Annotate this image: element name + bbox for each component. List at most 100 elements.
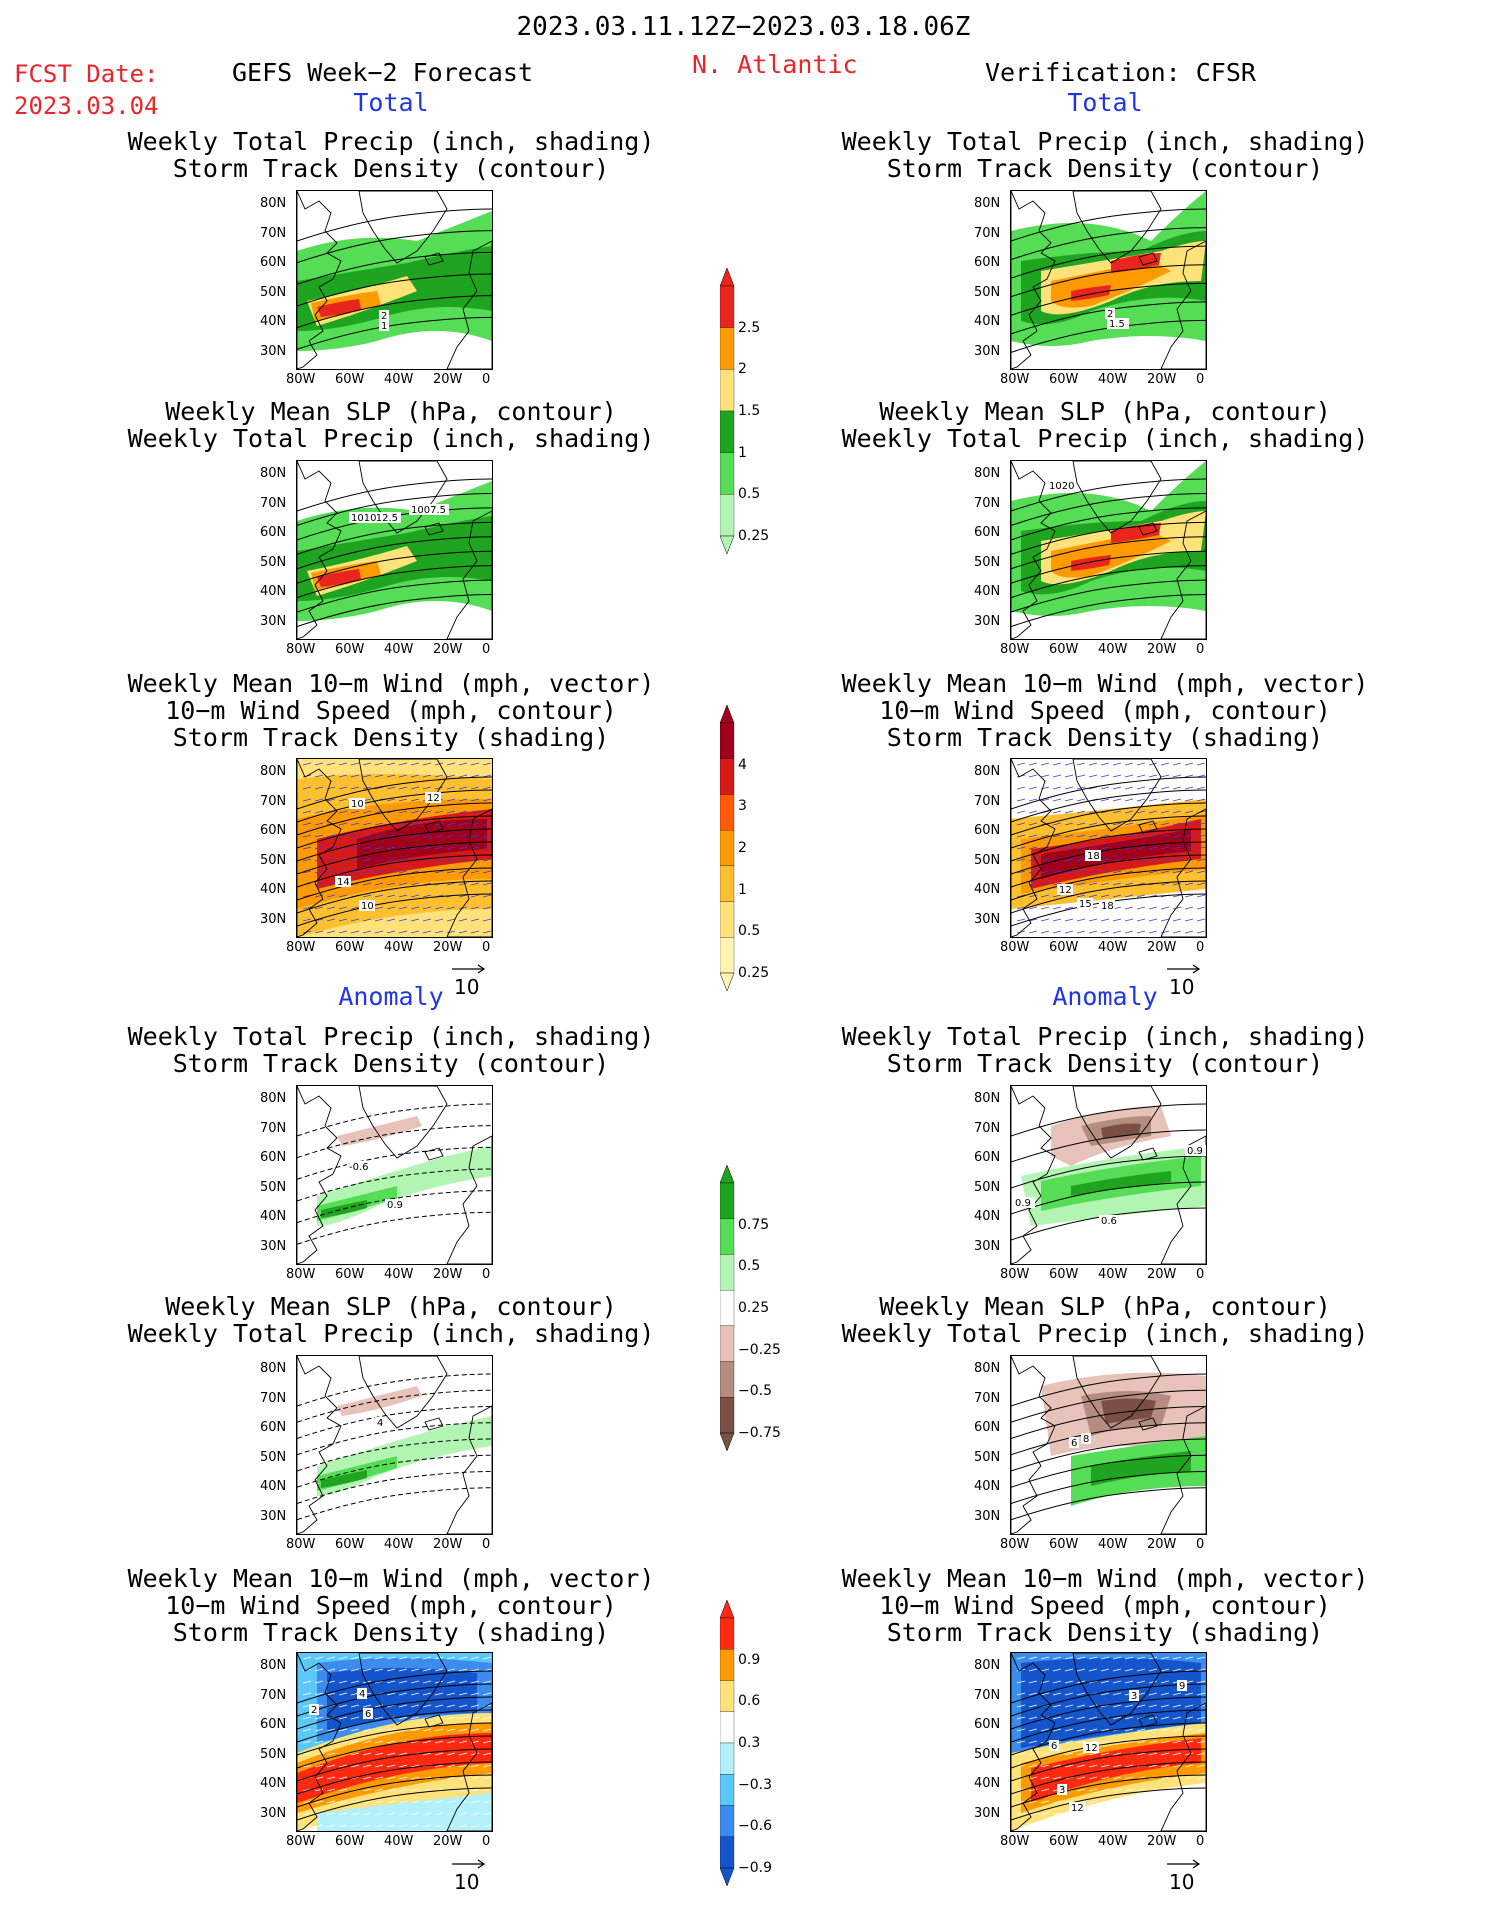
lon-tick-label: 80W <box>1000 1537 1030 1552</box>
colorbar-segment <box>719 369 735 412</box>
lon-tick-label: 0 <box>482 372 491 387</box>
lon-tick-label: 20W <box>1147 1537 1177 1552</box>
lon-tick-label: 40W <box>384 1537 414 1552</box>
colorbar-label: 1.5 <box>738 403 761 419</box>
map-panel-anom-precip-right: 0.9 0.9 0.6 <box>1010 1085 1207 1265</box>
lon-tick-label: 0 <box>1196 1834 1205 1849</box>
contour-label: 10 <box>359 900 375 912</box>
panel-title-anom-wind-right: Weekly Mean 10−m Wind (mph, vector) 10−m … <box>841 1564 1369 1647</box>
contour-label: 12 <box>1083 1742 1099 1754</box>
svg-text:18: 18 <box>1101 901 1114 912</box>
colorbar-segment <box>719 410 735 453</box>
contour-label: 10 <box>349 798 365 810</box>
contour-label: 1007.5 <box>409 504 449 516</box>
lat-tick-label: 50N <box>974 554 1001 570</box>
lat-tick-label: 70N <box>974 1120 1001 1136</box>
colorbar-segment <box>719 1325 735 1362</box>
lat-tick-label: 30N <box>974 1508 1001 1524</box>
svg-text:1007.5: 1007.5 <box>411 505 446 516</box>
lon-tick-label: 60W <box>1049 1834 1079 1849</box>
contour-label: 1 <box>379 320 389 332</box>
colorbar-segment <box>719 758 735 795</box>
lat-tick-label: 70N <box>260 495 287 511</box>
lon-tick-label: 20W <box>433 1834 463 1849</box>
ref-arrow-icon <box>452 964 486 974</box>
lat-tick-label: 30N <box>974 343 1001 359</box>
lat-tick-label: 60N <box>260 1150 287 1165</box>
map-panel-total-slp-left: 1012.5 1010 1007.5 <box>296 460 493 640</box>
lat-tick-label: 60N <box>974 823 1001 838</box>
lon-tick-label: 0 <box>1196 642 1205 657</box>
lat-tick-label: 70N <box>974 1390 1001 1406</box>
lat-tick-label: 50N <box>974 852 1001 868</box>
lat-tick-label: 40N <box>260 1776 287 1791</box>
lon-tick-label: 40W <box>1098 1267 1128 1282</box>
lat-tick-label: 80N <box>260 764 287 779</box>
lon-tick-label: 40W <box>1098 1834 1128 1849</box>
colorbar-segment <box>719 285 735 328</box>
contour-label: 0.9 <box>1013 1197 1035 1209</box>
lat-tick-label: 40N <box>974 1209 1001 1224</box>
lon-tick-label: 0 <box>482 1267 491 1282</box>
svg-text:12: 12 <box>1085 1743 1098 1754</box>
colorbar-label: 3 <box>738 798 747 815</box>
fcst-date-value: 2023.03.04 <box>14 92 159 120</box>
lat-tick-label: 70N <box>260 1687 287 1703</box>
colorbar-segment <box>719 1711 735 1744</box>
lat-tick-label: 40N <box>974 584 1001 599</box>
colorbar-label: 0.6 <box>738 1693 761 1710</box>
lat-tick-label: 40N <box>974 314 1001 329</box>
colorbar-label: 4 <box>738 756 747 773</box>
colorbar-segment <box>719 327 735 370</box>
colorbar-label: 1 <box>738 444 747 461</box>
section-total-left: Total <box>353 88 429 117</box>
lat-tick-label: 80N <box>974 764 1001 779</box>
lon-tick-label: 0 <box>1196 1267 1205 1282</box>
lon-tick-label: 40W <box>1098 372 1128 387</box>
lat-tick-label: 80N <box>974 1658 1001 1673</box>
lat-tick-label: 30N <box>260 911 287 927</box>
lat-tick-label: 30N <box>974 1805 1001 1821</box>
lat-tick-label: 40N <box>974 1776 1001 1791</box>
svg-text:15: 15 <box>1079 899 1092 910</box>
svg-text:9: 9 <box>1179 1681 1185 1692</box>
lon-tick-label: 80W <box>286 940 316 955</box>
section-anomaly-right: Anomaly <box>1052 982 1158 1011</box>
map-panel-anom-slp-left: 4 <box>296 1355 493 1535</box>
svg-text:0.6: 0.6 <box>1101 1216 1117 1227</box>
lat-tick-label: 80N <box>260 1361 287 1376</box>
lat-tick-label: 60N <box>260 525 287 540</box>
lat-tick-label: 60N <box>260 823 287 838</box>
colorbar-label: −0.25 <box>738 1341 781 1358</box>
contour-label: 0.6 <box>1099 1215 1121 1227</box>
lon-tick-label: 20W <box>433 372 463 387</box>
colorbar-segment <box>719 1289 735 1327</box>
lon-tick-label: 40W <box>1098 1537 1128 1552</box>
colorbar-segment <box>719 494 735 537</box>
lat-tick-label: 70N <box>974 225 1001 241</box>
colorbar-segment <box>719 1182 735 1219</box>
lat-tick-label: 50N <box>260 284 287 300</box>
lon-tick-label: 60W <box>335 372 365 387</box>
svg-text:0.9: 0.9 <box>1187 1146 1203 1157</box>
lat-tick-label: 80N <box>974 196 1001 211</box>
colorbar-segment <box>719 937 735 974</box>
lat-tick-label: 70N <box>260 225 287 241</box>
colorbar-label: −0.9 <box>738 1860 772 1876</box>
lat-tick-label: 80N <box>974 1361 1001 1376</box>
lat-tick-label: 60N <box>974 525 1001 540</box>
svg-text:8: 8 <box>1083 1434 1089 1445</box>
contour-label: 3 <box>1129 1690 1139 1702</box>
lon-tick-label: 80W <box>1000 642 1030 657</box>
panel-title-anom-slp-left: Weekly Mean SLP (hPa, contour) Weekly Tot… <box>127 1292 655 1348</box>
lat-tick-label: 40N <box>260 882 287 897</box>
panel-title-total-precip-right: Weekly Total Precip (inch, shading) Storm… <box>841 127 1369 183</box>
lon-tick-label: 0 <box>1196 940 1205 955</box>
lat-tick-label: 30N <box>974 613 1001 629</box>
colorbar-segment <box>719 1836 735 1869</box>
colorbar-segment <box>719 1805 735 1837</box>
colorbar-label: 2.5 <box>738 319 761 336</box>
contour-label: 8 <box>1081 1433 1091 1445</box>
verification-title: Verification: CFSR <box>985 58 1256 87</box>
